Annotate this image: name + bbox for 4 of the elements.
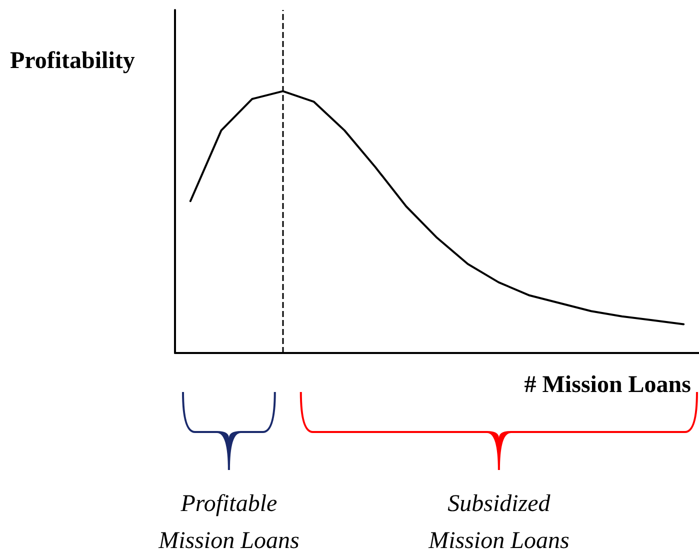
text: Profitable Mission Loans: [158, 490, 300, 556]
y-axis-title: Profitability: [10, 48, 135, 75]
x-axis-title: # Mission Loans: [524, 372, 691, 399]
text: Subsidized Mission Loans: [428, 490, 570, 556]
